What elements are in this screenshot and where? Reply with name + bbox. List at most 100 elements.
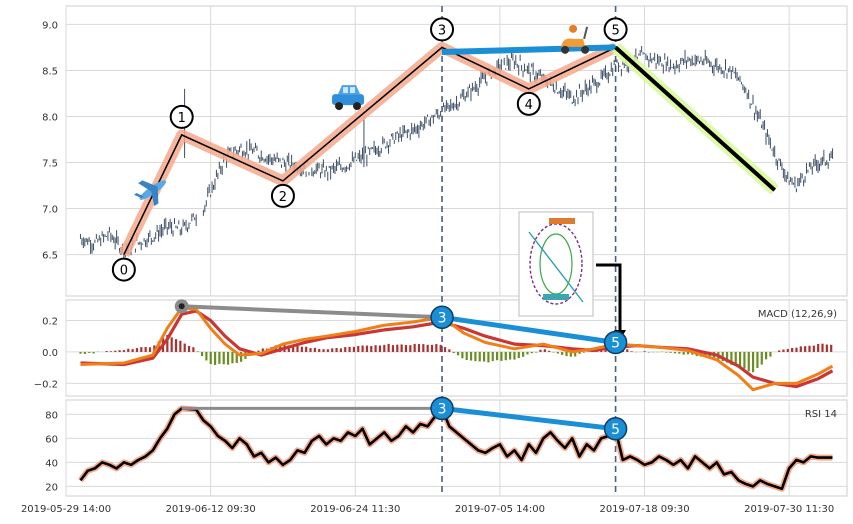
- rsi-y-tick-label: 40: [45, 458, 58, 469]
- wave-label-2: 2: [279, 190, 287, 205]
- macd-histogram-bar: [340, 348, 342, 352]
- macd-histogram-bar: [769, 352, 771, 357]
- macd-histogram-bar: [375, 345, 377, 352]
- macd-histogram-bar: [466, 352, 468, 360]
- macd-histogram-bar: [678, 352, 680, 354]
- macd-histogram-bar: [331, 348, 333, 352]
- macd-histogram-bar: [149, 347, 151, 352]
- macd-histogram-bar: [665, 352, 667, 353]
- macd-histogram-bar: [756, 352, 758, 368]
- macd-histogram-bar: [453, 352, 455, 353]
- macd-panel-label: MACD (12,26,9): [758, 309, 837, 320]
- macd-histogram-bar: [370, 346, 372, 352]
- macd-histogram-bar: [140, 347, 142, 352]
- macd-histogram-bar: [409, 345, 411, 352]
- macd-histogram-bar: [626, 349, 628, 352]
- macd-histogram-bar: [505, 352, 507, 360]
- macd-histogram-bar: [761, 352, 763, 365]
- macd-y-tick-label: −0.2: [34, 379, 58, 390]
- macd-histogram-bar: [110, 351, 112, 352]
- rsi-y-tick-label: 60: [45, 434, 58, 445]
- macd-histogram-bar: [427, 345, 429, 352]
- x-tick-label: 2019-06-24 11:30: [310, 504, 400, 515]
- scooter-rider-head: [569, 25, 577, 33]
- macd-histogram-bar: [422, 344, 424, 352]
- price-y-tick-label: 8.5: [42, 66, 58, 77]
- macd-histogram-bar: [522, 352, 524, 357]
- macd-histogram-bar: [301, 347, 303, 352]
- car-window: [343, 87, 348, 93]
- x-tick-label: 2019-05-29 14:00: [21, 504, 111, 515]
- rsi-y-tick-label: 20: [45, 482, 58, 493]
- macd-histogram-bar: [644, 351, 646, 352]
- rsi-panel-label: RSI 14: [805, 409, 837, 420]
- macd-histogram-bar: [526, 352, 528, 355]
- macd-histogram-bar: [544, 349, 546, 352]
- macd-histogram-bar: [687, 352, 689, 354]
- macd-histogram-bar: [240, 352, 242, 362]
- macd-histogram-bar: [431, 345, 433, 352]
- macd-wave-marker-label-5: 5: [611, 335, 620, 351]
- x-tick-label: 2019-07-30 11:30: [744, 504, 834, 515]
- macd-histogram-bar: [314, 348, 316, 352]
- macd-histogram-bar: [114, 351, 116, 352]
- macd-histogram-bar: [496, 352, 498, 360]
- macd-histogram-bar: [318, 349, 320, 352]
- macd-histogram-bar: [795, 348, 797, 352]
- macd-histogram-bar: [309, 348, 311, 352]
- macd-histogram-bar: [305, 347, 307, 352]
- inset-cart: [549, 218, 575, 224]
- macd-histogram-bar: [179, 341, 181, 352]
- rsi-y-tick-label: 80: [45, 410, 58, 421]
- macd-histogram-bar: [743, 352, 745, 369]
- macd-histogram-bar: [631, 351, 633, 352]
- macd-histogram-bar: [205, 352, 207, 361]
- price-y-tick-label: 7.5: [42, 159, 58, 170]
- macd-histogram-bar: [296, 346, 298, 352]
- x-tick-label: 2019-06-12 09:30: [166, 504, 256, 515]
- macd-histogram-bar: [383, 345, 385, 352]
- price-y-tick-label: 6.5: [42, 251, 58, 262]
- macd-histogram-bar: [513, 352, 515, 360]
- macd-histogram-bar: [548, 351, 550, 352]
- car-window: [350, 87, 355, 93]
- wave-label-3: 3: [438, 23, 446, 38]
- macd-histogram-bar: [231, 352, 233, 363]
- macd-histogram-bar: [552, 352, 554, 353]
- macd-histogram-bar: [348, 347, 350, 352]
- macd-histogram-bar: [782, 350, 784, 352]
- macd-histogram-bar: [105, 351, 107, 352]
- macd-histogram-bar: [821, 344, 823, 352]
- macd-histogram-bar: [396, 345, 398, 352]
- macd-histogram-bar: [808, 346, 810, 352]
- scooter-wheel: [561, 46, 569, 54]
- rsi-wave-marker-label-5: 5: [611, 422, 620, 438]
- macd-histogram-bar: [127, 349, 129, 352]
- macd-histogram-bar: [561, 352, 563, 355]
- wave-label-4: 4: [525, 98, 533, 113]
- macd-histogram-bar: [813, 346, 815, 352]
- macd-histogram-bar: [435, 344, 437, 352]
- macd-histogram-bar: [214, 352, 216, 365]
- macd-y-tick-label: 0.2: [42, 316, 58, 327]
- macd-histogram-bar: [787, 349, 789, 352]
- macd-histogram-bar: [201, 352, 203, 356]
- macd-histogram-bar: [557, 352, 559, 354]
- macd-histogram-bar: [487, 352, 489, 362]
- macd-histogram-bar: [335, 348, 337, 352]
- macd-wave-marker-label-3: 3: [438, 310, 447, 326]
- macd-pivot-marker-dot: [179, 303, 185, 309]
- macd-histogram-bar: [500, 352, 502, 361]
- macd-histogram-bar: [440, 345, 442, 352]
- macd-histogram-bar: [405, 345, 407, 352]
- car-wheel: [353, 102, 361, 110]
- macd-histogram-bar: [509, 352, 511, 360]
- macd-histogram-bar: [531, 352, 533, 353]
- macd-histogram-bar: [518, 352, 520, 358]
- macd-histogram-bar: [132, 349, 134, 352]
- macd-histogram-bar: [674, 352, 676, 353]
- macd-histogram-bar: [670, 352, 672, 353]
- macd-histogram-bar: [535, 352, 537, 353]
- macd-histogram-bar: [344, 347, 346, 352]
